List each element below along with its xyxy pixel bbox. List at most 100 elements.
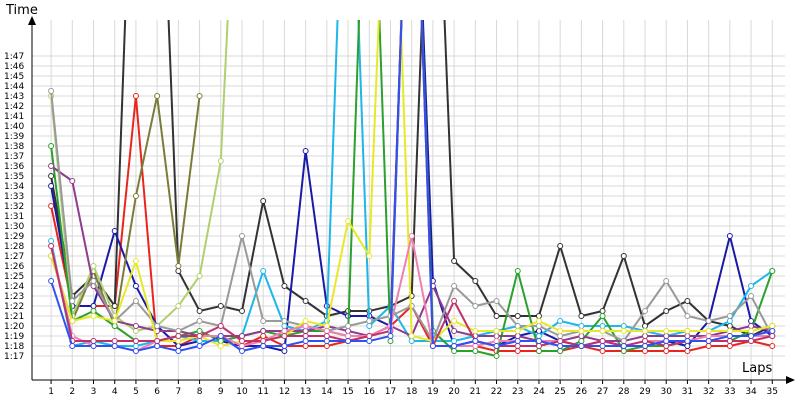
- point: [345, 338, 352, 344]
- x-tick-label: 10: [236, 387, 248, 397]
- point: [748, 293, 755, 299]
- point: [769, 328, 776, 334]
- point: [154, 93, 161, 99]
- point: [578, 313, 585, 319]
- point: [196, 333, 203, 339]
- y-tick-label: 1:42: [4, 102, 24, 112]
- point: [175, 268, 182, 274]
- series-line: [50, 95, 201, 330]
- point: [90, 313, 97, 319]
- point: [514, 348, 521, 354]
- point: [154, 323, 161, 329]
- y-tick-label: 1:25: [4, 272, 24, 282]
- point: [748, 318, 755, 324]
- point: [408, 338, 415, 344]
- point: [748, 328, 755, 334]
- point: [451, 328, 458, 334]
- point: [69, 298, 76, 304]
- point: [663, 348, 670, 354]
- point: [196, 93, 203, 99]
- point: [578, 323, 585, 329]
- point: [217, 343, 224, 349]
- point: [620, 323, 627, 329]
- y-tick-label: 1:40: [4, 122, 24, 132]
- point: [132, 348, 139, 354]
- y-tick-label: 1:47: [4, 52, 24, 62]
- y-tick-label: 1:45: [4, 72, 24, 82]
- point: [302, 323, 309, 329]
- x-tick-label: 28: [618, 387, 630, 397]
- y-tick-label: 1:37: [4, 152, 24, 162]
- point: [111, 343, 118, 349]
- point: [451, 283, 458, 289]
- y-tick-label: 1:46: [4, 62, 24, 72]
- point: [408, 333, 415, 339]
- x-tick-label: 35: [767, 387, 778, 397]
- point: [705, 328, 712, 334]
- point: [514, 328, 521, 334]
- point: [48, 203, 55, 209]
- point: [281, 323, 288, 329]
- point: [535, 338, 542, 344]
- point: [535, 313, 542, 319]
- y-tick-label: 1:44: [4, 82, 24, 92]
- x-tick-label: 23: [512, 387, 523, 397]
- point: [535, 323, 542, 329]
- point: [748, 333, 755, 339]
- point: [111, 323, 118, 329]
- x-tick-label: 13: [300, 387, 311, 397]
- point: [302, 318, 309, 324]
- point: [599, 313, 606, 319]
- point: [514, 338, 521, 344]
- point: [684, 298, 691, 304]
- x-axis-label: Laps: [742, 361, 772, 376]
- point: [726, 343, 733, 349]
- point: [281, 283, 288, 289]
- point: [620, 338, 627, 344]
- point: [642, 338, 649, 344]
- y-tick-label: 1:30: [4, 222, 24, 232]
- y-axis-label: Time: [5, 3, 38, 18]
- y-tick-label: 1:19: [4, 332, 24, 342]
- point: [132, 328, 139, 334]
- point: [302, 328, 309, 334]
- point: [302, 338, 309, 344]
- point: [557, 328, 564, 334]
- point: [684, 338, 691, 344]
- point: [599, 328, 606, 334]
- x-tick-label: 2: [69, 387, 75, 397]
- point: [302, 148, 309, 154]
- point: [642, 343, 649, 349]
- point: [663, 333, 670, 339]
- y-tick-label: 1:22: [4, 302, 24, 312]
- point: [154, 338, 161, 344]
- y-tick-label: 1:41: [4, 112, 24, 122]
- point: [472, 328, 479, 334]
- x-tick-label: 34: [745, 387, 757, 397]
- point: [514, 343, 521, 349]
- point: [451, 318, 458, 324]
- point: [238, 343, 245, 349]
- point: [557, 343, 564, 349]
- point: [599, 343, 606, 349]
- x-tick-label: 7: [175, 387, 181, 397]
- point: [323, 338, 330, 344]
- point: [493, 343, 500, 349]
- point: [663, 278, 670, 284]
- point: [111, 228, 118, 234]
- point: [451, 298, 458, 304]
- point: [132, 343, 139, 349]
- point: [217, 338, 224, 344]
- point: [154, 343, 161, 349]
- point: [48, 183, 55, 189]
- point: [175, 303, 182, 309]
- point: [748, 338, 755, 344]
- x-tick-label: 17: [385, 387, 396, 397]
- y-tick-label: 1:20: [4, 322, 24, 332]
- point: [493, 328, 500, 334]
- point: [408, 233, 415, 239]
- x-tick-label: 11: [257, 387, 268, 397]
- x-tick-label: 32: [703, 387, 714, 397]
- point: [769, 323, 776, 329]
